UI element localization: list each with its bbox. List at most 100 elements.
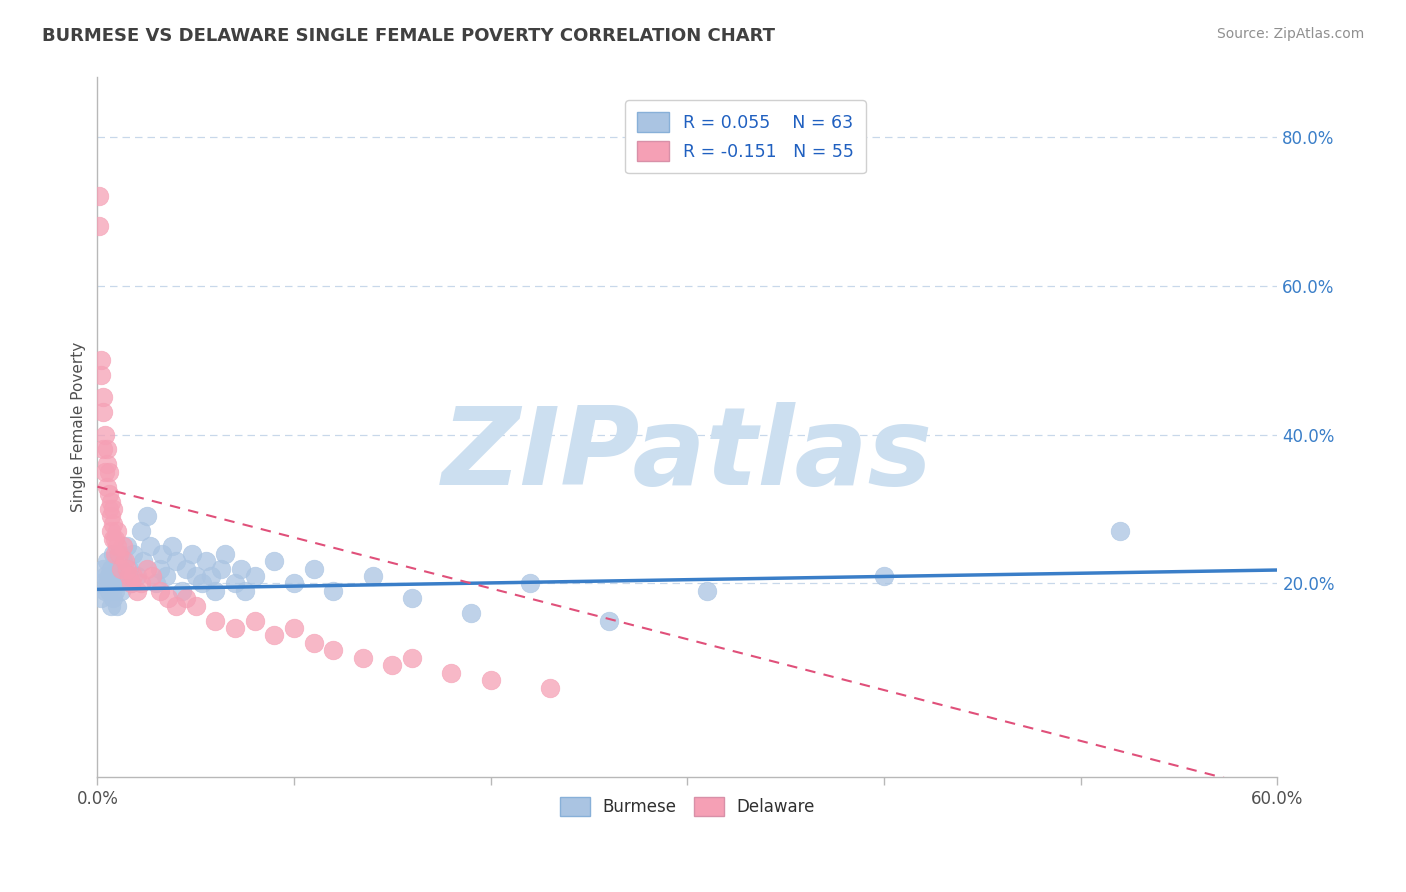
Point — [91, 442, 114, 457]
Point — [96, 554, 118, 568]
Point — [224, 621, 246, 635]
Point — [90, 353, 112, 368]
Point — [101, 516, 124, 531]
Point — [139, 539, 162, 553]
Point — [89, 576, 111, 591]
Point — [150, 547, 173, 561]
Point — [104, 583, 127, 598]
Point — [96, 442, 118, 457]
Point — [129, 576, 152, 591]
Point — [114, 569, 136, 583]
Point — [118, 561, 141, 575]
Point — [89, 189, 111, 203]
Point — [90, 591, 112, 606]
Point — [105, 599, 128, 613]
Point — [149, 561, 172, 575]
Point — [101, 547, 124, 561]
Point — [200, 569, 222, 583]
Point — [125, 583, 148, 598]
Point — [160, 539, 183, 553]
Point — [214, 547, 236, 561]
Point — [440, 665, 463, 680]
Point — [598, 614, 620, 628]
Point — [204, 583, 226, 598]
Point — [322, 583, 344, 598]
Point — [108, 576, 131, 591]
Point — [165, 554, 187, 568]
Point — [243, 569, 266, 583]
Point — [114, 554, 136, 568]
Point — [129, 524, 152, 539]
Point — [105, 539, 128, 553]
Point — [233, 583, 256, 598]
Point — [170, 583, 193, 598]
Point — [98, 569, 121, 583]
Point — [118, 569, 141, 583]
Point — [135, 509, 157, 524]
Point — [322, 643, 344, 657]
Point — [401, 591, 423, 606]
Point — [149, 583, 172, 598]
Point — [89, 219, 111, 234]
Point — [110, 561, 132, 575]
Point — [100, 494, 122, 508]
Point — [115, 539, 138, 553]
Point — [204, 614, 226, 628]
Point — [110, 583, 132, 598]
Point — [263, 554, 285, 568]
Y-axis label: Single Female Poverty: Single Female Poverty — [72, 342, 86, 512]
Point — [229, 561, 252, 575]
Point — [538, 681, 561, 695]
Point — [519, 576, 541, 591]
Point — [104, 532, 127, 546]
Point — [460, 606, 482, 620]
Point — [479, 673, 502, 687]
Point — [108, 547, 131, 561]
Point — [155, 569, 177, 583]
Point — [98, 583, 121, 598]
Point — [111, 554, 134, 568]
Point — [100, 576, 122, 591]
Point — [105, 524, 128, 539]
Point — [91, 561, 114, 575]
Point — [302, 561, 325, 575]
Legend: Burmese, Delaware: Burmese, Delaware — [551, 789, 824, 824]
Point — [283, 576, 305, 591]
Point — [184, 599, 207, 613]
Point — [94, 583, 117, 598]
Point — [115, 561, 138, 575]
Point — [194, 554, 217, 568]
Text: BURMESE VS DELAWARE SINGLE FEMALE POVERTY CORRELATION CHART: BURMESE VS DELAWARE SINGLE FEMALE POVERT… — [42, 27, 775, 45]
Point — [101, 591, 124, 606]
Point — [101, 532, 124, 546]
Point — [125, 569, 148, 583]
Point — [141, 569, 163, 583]
Point — [873, 569, 896, 583]
Point — [696, 583, 718, 598]
Point — [105, 561, 128, 575]
Point — [174, 591, 197, 606]
Point — [91, 391, 114, 405]
Point — [157, 591, 180, 606]
Point — [120, 576, 142, 591]
Point — [100, 599, 122, 613]
Point — [381, 658, 404, 673]
Text: Source: ZipAtlas.com: Source: ZipAtlas.com — [1216, 27, 1364, 41]
Point — [101, 502, 124, 516]
Point — [120, 576, 142, 591]
Point — [100, 561, 122, 575]
Point — [90, 368, 112, 382]
Text: ZIPatlas: ZIPatlas — [441, 402, 934, 508]
Point — [94, 427, 117, 442]
Point — [96, 458, 118, 472]
Point — [96, 576, 118, 591]
Point — [135, 561, 157, 575]
Point — [91, 405, 114, 419]
Point — [145, 576, 167, 591]
Point — [98, 465, 121, 479]
Point — [104, 569, 127, 583]
Point — [121, 547, 143, 561]
Point — [209, 561, 232, 575]
Point — [94, 569, 117, 583]
Point — [100, 509, 122, 524]
